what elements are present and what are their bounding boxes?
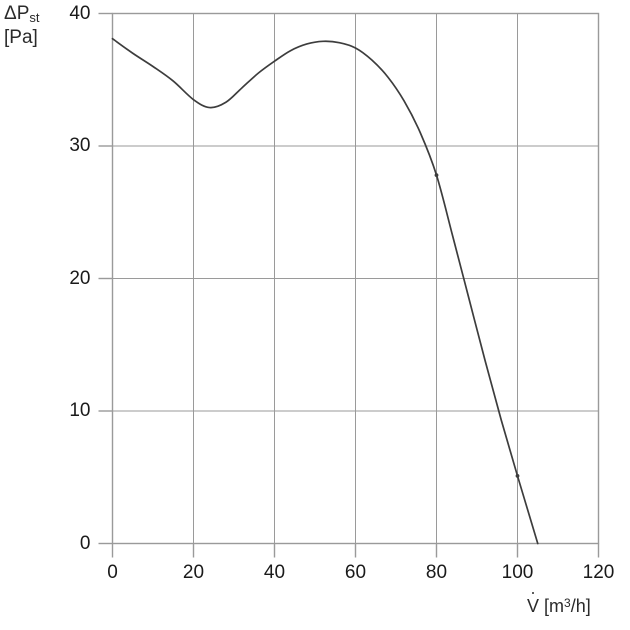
x-tick-label: 60 (344, 561, 367, 583)
axis-tick-marks (98, 12, 600, 558)
plot-frame (111, 12, 600, 545)
y-axis-label-symbol: ΔP (4, 3, 30, 24)
x-axis-label-unit-tail: /h] (570, 596, 591, 616)
y-axis-label-unit: [Pa] (4, 27, 38, 48)
x-axis-label-unit: [m (544, 596, 565, 616)
data-point-markers (434, 173, 520, 478)
x-tick-label: 40 (263, 561, 286, 583)
y-tick-label: 40 (69, 2, 91, 24)
x-tick-label: 100 (501, 561, 534, 583)
x-tick-label: 0 (107, 561, 118, 583)
x-axis-label-unit-exponent: 3 (564, 596, 571, 610)
x-tick-label: 20 (182, 561, 205, 583)
y-tick-label: 30 (69, 135, 91, 156)
y-axis-label-subscript: st (29, 10, 40, 25)
x-tick-label: 120 (582, 561, 615, 583)
x-tick-label: 80 (425, 561, 448, 583)
x-axis-label: V [m3/h] (527, 592, 591, 617)
data-series-curve (111, 37, 539, 545)
x-axis-label-symbol: V (527, 592, 540, 616)
y-tick-label: 0 (79, 532, 91, 554)
y-tick-label: 20 (69, 267, 91, 289)
y-tick-label: 10 (69, 400, 91, 421)
gridlines (112, 13, 599, 544)
y-axis-label: ΔPst [Pa] (4, 2, 40, 49)
